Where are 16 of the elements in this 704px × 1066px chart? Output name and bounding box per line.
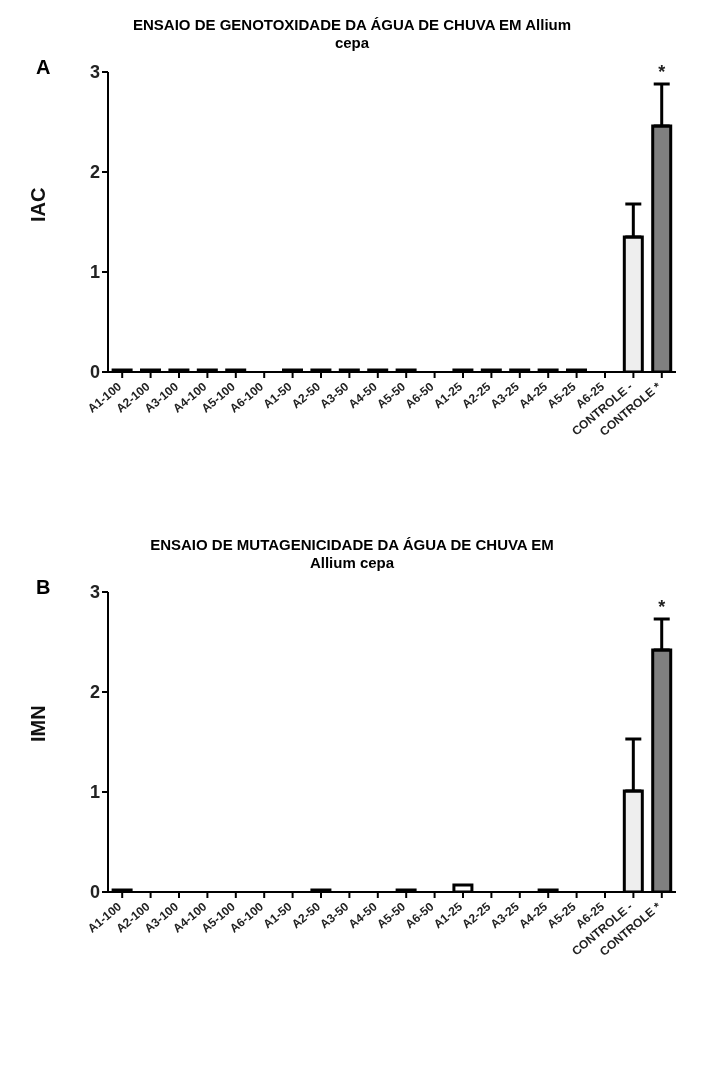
y-tick-label: 1 xyxy=(89,782,100,803)
y-tick-label: 3 xyxy=(89,582,100,603)
y-tick-label: 2 xyxy=(89,162,100,183)
annotation: * xyxy=(658,62,666,82)
chart-title: ENSAIO DE MUTAGENICIDADE DA ÁGUA DE CHUVA EM Allium cepa xyxy=(149,535,555,572)
y-tick-label: 0 xyxy=(89,362,100,383)
text: A xyxy=(36,56,51,79)
annotation: * xyxy=(658,597,666,617)
y-tick-label: 1 xyxy=(89,262,100,283)
y-tick-label: 2 xyxy=(89,682,100,703)
y-axis-title: IMN xyxy=(27,705,50,742)
y-axis-title: IAC xyxy=(27,187,50,222)
y-tick-label: 3 xyxy=(89,62,100,83)
text: B xyxy=(36,576,51,599)
chart-title: ENSAIO DE GENOTOXIDADE DA ÁGUA DE CHUVA EM Allium cepa xyxy=(132,15,572,52)
y-tick-label: 0 xyxy=(89,882,100,903)
